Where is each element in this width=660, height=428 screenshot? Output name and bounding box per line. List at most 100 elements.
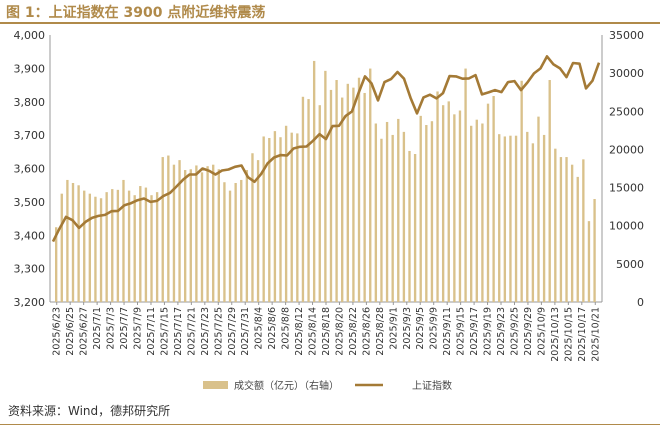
volume-bar xyxy=(587,221,591,302)
volume-bar xyxy=(284,125,288,302)
right-tick-label: 25000 xyxy=(609,105,644,118)
x-tick-label: 2025/10/17 xyxy=(577,307,588,362)
volume-bar xyxy=(262,136,265,302)
volume-bar xyxy=(576,176,579,302)
x-tick-label: 2025/7/17 xyxy=(173,307,184,356)
x-tick-label: 2025/9/3 xyxy=(402,307,413,350)
left-tick-label: 3,200 xyxy=(14,296,46,309)
volume-bar xyxy=(475,119,478,302)
volume-bar xyxy=(329,89,333,302)
chart-canvas: 3,200 3,300 3,400 3,500 3,600 3,700 3,800 3,900… xyxy=(14,29,645,392)
volume-bar xyxy=(526,131,529,302)
volume-bar xyxy=(436,91,439,302)
legend-swatch-volume xyxy=(203,381,228,389)
volume-bar xyxy=(430,121,434,303)
volume-bar xyxy=(464,68,467,303)
volume-bar xyxy=(514,135,518,302)
x-tick-label: 2025/7/21 xyxy=(186,307,197,356)
legend-label-index: 上证指数 xyxy=(412,379,452,392)
volume-bar xyxy=(548,80,551,302)
volume-bar xyxy=(116,189,120,302)
x-tick-label: 2025/8/6 xyxy=(267,307,278,350)
bar-series xyxy=(55,60,596,303)
volume-bar xyxy=(88,193,92,302)
title-rule xyxy=(0,22,660,24)
volume-bar xyxy=(498,134,501,302)
volume-bar xyxy=(228,190,232,302)
x-tick-label: 2025/7/15 xyxy=(159,307,170,356)
volume-bar xyxy=(554,148,557,302)
x-tick-label: 2025/7/25 xyxy=(213,307,224,356)
volume-bar xyxy=(251,153,254,302)
volume-bar xyxy=(374,123,378,303)
left-tick-label: 3,400 xyxy=(14,229,46,242)
chart-title: 图 1：上证指数在 3900 点附近维持震荡 xyxy=(6,5,266,21)
x-tick-label: 2025/10/15 xyxy=(563,307,574,362)
left-tick-label: 3,600 xyxy=(14,163,46,176)
x-tick-label: 2025/6/27 xyxy=(79,307,90,356)
volume-bar xyxy=(537,116,540,302)
line-series xyxy=(51,55,601,243)
volume-bar xyxy=(425,125,428,302)
volume-bar xyxy=(441,105,445,302)
volume-bar xyxy=(183,170,187,302)
volume-bar xyxy=(111,189,114,302)
volume-bar xyxy=(335,80,338,302)
x-tick-label: 2025/7/9 xyxy=(133,307,144,350)
x-tick-label: 2025/9/5 xyxy=(415,307,426,350)
x-axis-ticks: 2025/6/23 2025/6/25 2025/6/27 2025/7/1 2025/… xyxy=(52,302,601,362)
left-tick-label: 3,300 xyxy=(14,263,46,276)
x-tick-label: 2025/8/18 xyxy=(321,307,332,356)
x-tick-label: 2025/8/14 xyxy=(308,307,319,356)
volume-bar xyxy=(509,135,512,302)
x-tick-label: 2025/10/13 xyxy=(550,307,561,362)
volume-bar xyxy=(385,121,389,302)
x-tick-label: 2025/7/23 xyxy=(200,307,211,356)
volume-bar xyxy=(268,137,271,302)
volume-bar xyxy=(167,155,170,302)
volume-bar xyxy=(55,227,58,302)
volume-bar xyxy=(245,170,249,302)
volume-bar xyxy=(66,179,69,302)
x-tick-label: 2025/9/23 xyxy=(496,307,507,356)
x-tick-label: 2025/8/8 xyxy=(281,307,292,350)
x-tick-label: 2025/10/9 xyxy=(536,307,547,356)
volume-bar xyxy=(122,179,125,302)
x-tick-label: 2025/8/12 xyxy=(294,307,305,356)
volume-bar xyxy=(71,182,75,302)
left-tick-label: 3,800 xyxy=(14,96,46,109)
x-tick-label: 2025/7/3 xyxy=(106,307,117,350)
volume-bar xyxy=(234,182,237,302)
volume-bar xyxy=(189,169,192,302)
legend: 成交额（亿元）（右轴） 上证指数 xyxy=(203,379,452,392)
volume-bar xyxy=(83,190,86,302)
x-tick-label: 2025/8/4 xyxy=(254,307,265,350)
volume-bar xyxy=(212,164,215,302)
volume-bar xyxy=(531,143,535,302)
left-tick-label: 3,700 xyxy=(14,129,46,142)
volume-bar xyxy=(593,199,596,302)
right-tick-label: 10000 xyxy=(609,220,644,233)
volume-bar xyxy=(223,182,226,302)
x-tick-label: 2025/9/1 xyxy=(388,307,399,350)
x-tick-label: 2025/9/29 xyxy=(523,307,534,356)
volume-bar xyxy=(195,165,198,302)
volume-bar xyxy=(380,138,383,302)
x-tick-label: 2025/7/31 xyxy=(240,307,251,356)
volume-bar xyxy=(301,96,305,302)
x-tick-label: 2025/9/17 xyxy=(469,307,480,356)
right-axis-ticks: 0 5000 10000 15000 20000 25000 30000 35000 xyxy=(609,29,644,309)
volume-bar xyxy=(94,196,97,302)
right-tick-label: 15000 xyxy=(609,182,644,195)
volume-bar xyxy=(470,125,473,302)
volume-bar xyxy=(324,70,327,303)
volume-bar xyxy=(312,60,316,303)
volume-bar xyxy=(582,159,585,302)
volume-bar xyxy=(369,68,372,303)
left-axis-ticks: 3,200 3,300 3,400 3,500 3,600 3,700 3,800 3,900… xyxy=(14,29,46,309)
volume-bar xyxy=(290,132,293,302)
x-tick-label: 2025/9/9 xyxy=(429,307,440,350)
source-note: 资料来源：Wind，德邦研究所 xyxy=(8,404,171,418)
volume-bar xyxy=(318,105,321,302)
right-tick-label: 20000 xyxy=(609,143,644,156)
